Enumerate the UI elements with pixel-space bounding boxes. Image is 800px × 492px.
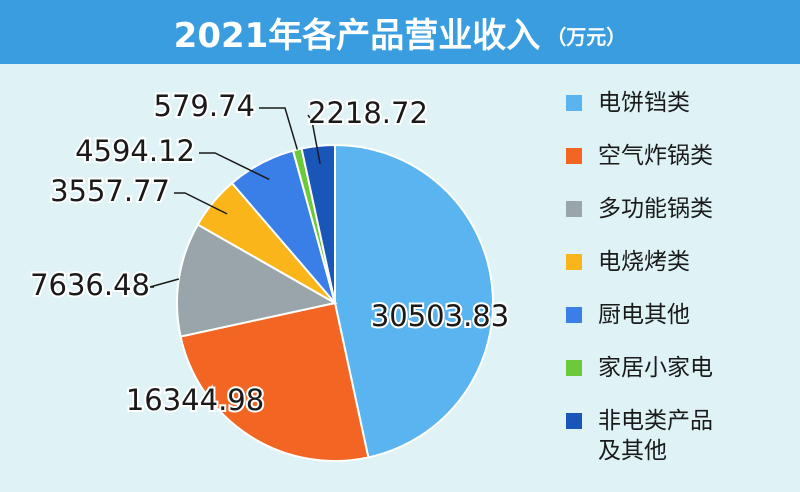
legend-label: 家居小家电 — [598, 355, 713, 381]
legend-item: 非电类产品及其他 — [566, 406, 786, 464]
pie-slice — [300, 143, 336, 304]
value-label: 579.74 — [154, 89, 255, 123]
legend-label: 电饼铛类 — [598, 90, 690, 116]
legend-swatch — [566, 148, 582, 164]
legend-item: 厨电其他 — [566, 300, 786, 353]
chart: 30503.83 16344.98 7636.48 3557.77 4594.12 579… — [28, 87, 511, 462]
legend-label: 空气炸锅类 — [598, 143, 713, 169]
legend-item: 电烧烤类 — [566, 247, 786, 300]
legend-item: 多功能锅类 — [566, 194, 786, 247]
legend-item: 电饼铛类 — [566, 88, 786, 141]
pie-slice — [179, 301, 370, 462]
legend-swatch — [566, 360, 582, 376]
header: 2021年各产品营业收入 （万元） — [0, 0, 800, 64]
value-label: 4594.12 — [75, 134, 195, 168]
chart-title: 2021年各产品营业收入 — [173, 15, 541, 56]
chart-subtitle: （万元） — [546, 24, 627, 49]
leader-line — [174, 192, 228, 215]
legend-swatch — [566, 95, 582, 111]
leader-line — [149, 278, 180, 288]
value-label: 30503.83 — [371, 299, 509, 333]
value-label: 16344.98 — [126, 383, 264, 417]
legend-swatch — [566, 201, 582, 217]
leader-line — [259, 107, 299, 150]
legend-label: 多功能锅类 — [598, 196, 713, 222]
legend-swatch — [566, 307, 582, 323]
legend-item: 家居小家电 — [566, 353, 786, 406]
pie-slice — [334, 143, 494, 459]
legend-label: 电烧烤类 — [598, 249, 690, 275]
legend-label: 厨电其他 — [598, 302, 690, 328]
legend: 电饼铛类空气炸锅类多功能锅类电烧烤类厨电其他家居小家电非电类产品及其他 — [566, 88, 786, 464]
leader-line — [199, 152, 270, 181]
leader-line — [307, 114, 321, 164]
pie-slice — [176, 223, 338, 338]
value-label: 2218.72 — [308, 96, 428, 130]
legend-item: 空气炸锅类 — [566, 141, 786, 194]
legend-label: 非电类产品及其他 — [598, 408, 713, 464]
legend-swatch — [566, 254, 582, 270]
value-label: 3557.77 — [50, 174, 170, 208]
legend-swatch — [566, 413, 582, 429]
value-label: 7636.48 — [30, 268, 150, 302]
